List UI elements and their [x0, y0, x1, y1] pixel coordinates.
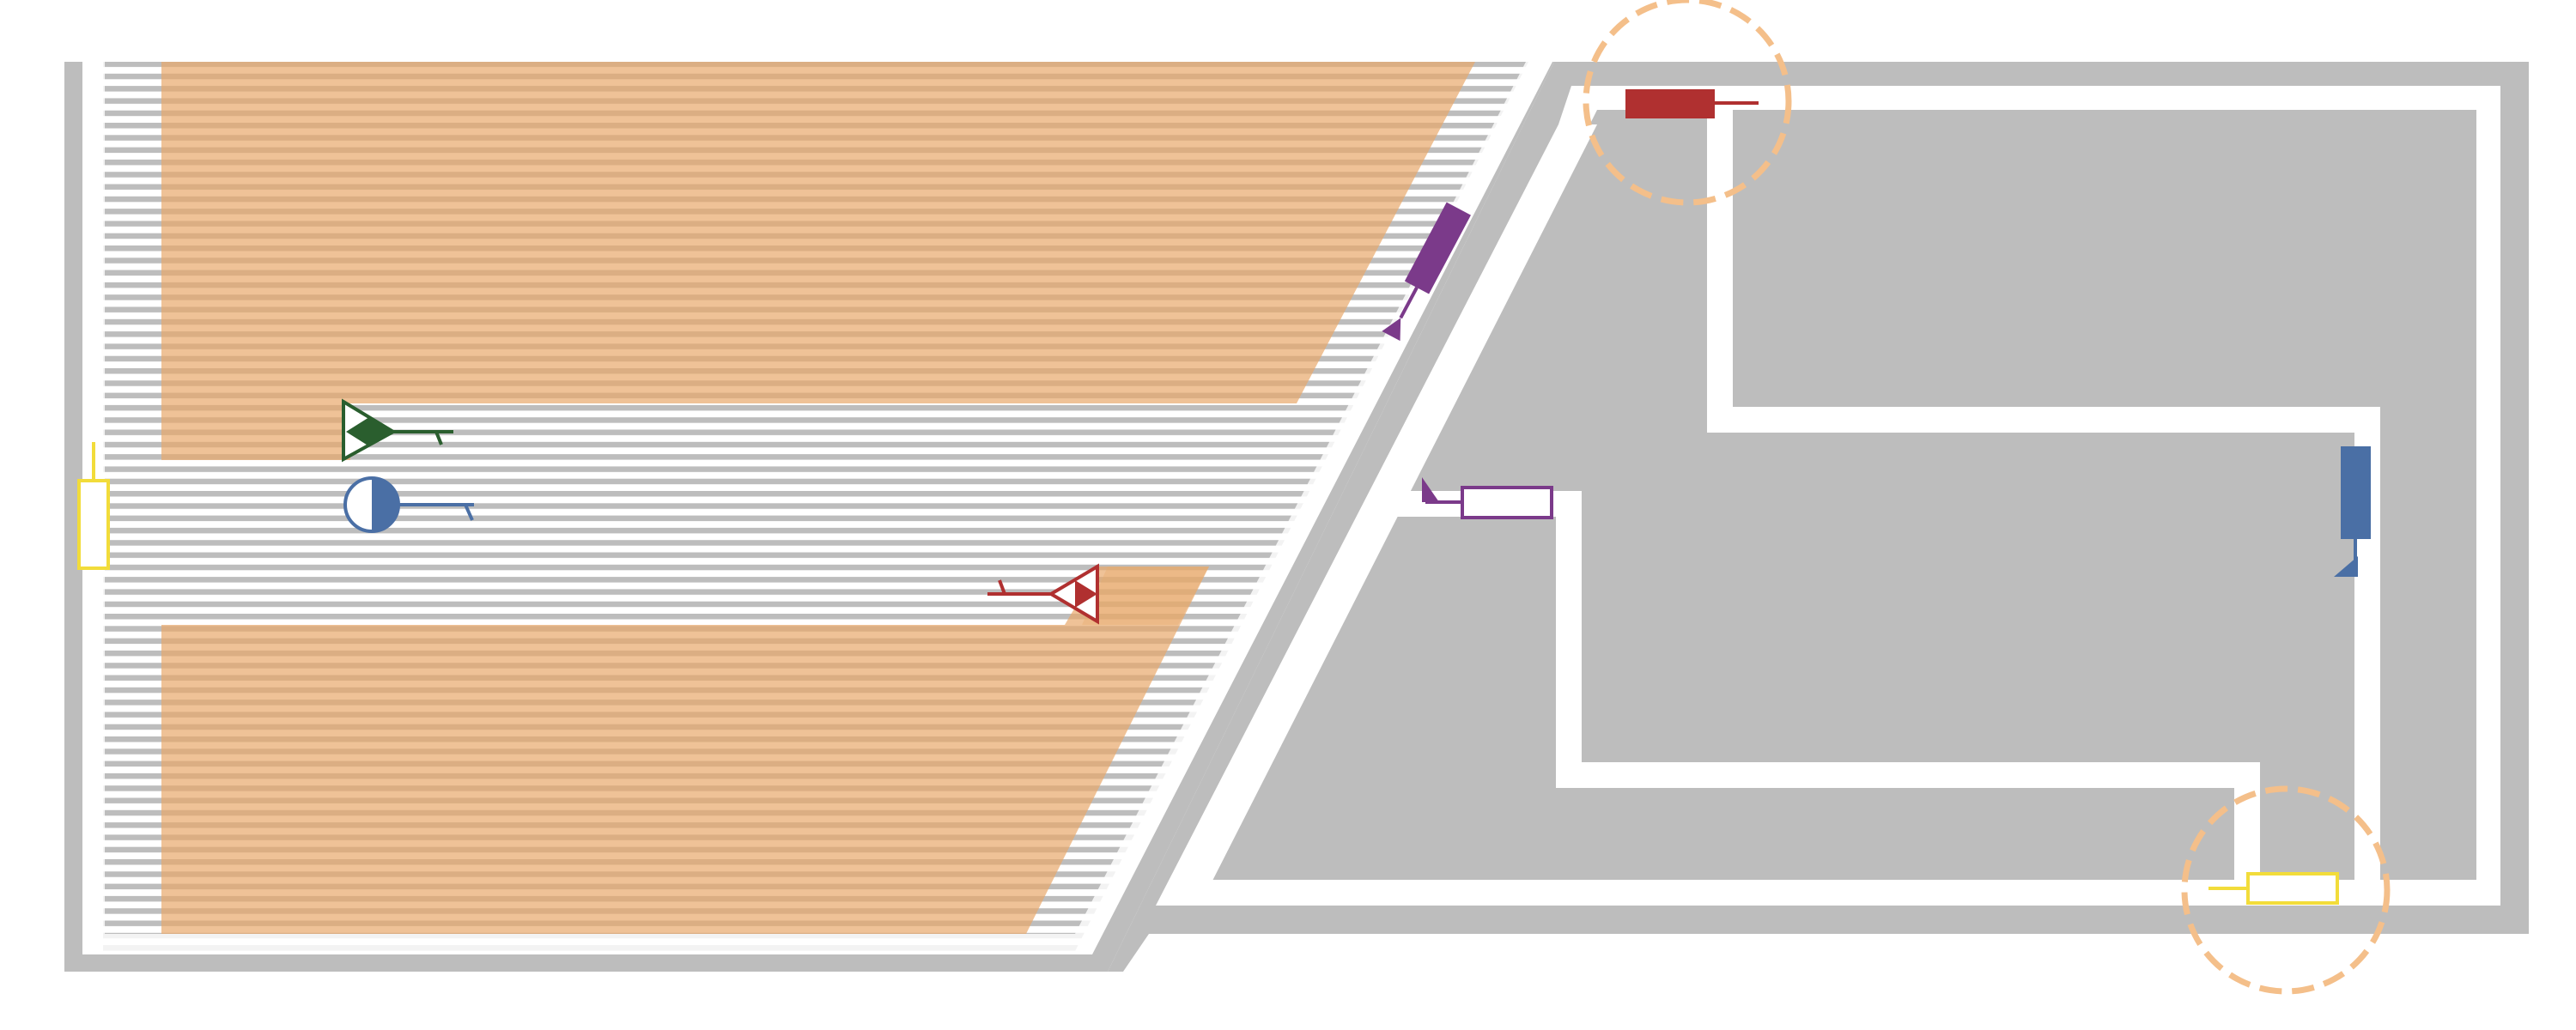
dashed-circle-icon — [2181, 785, 2391, 995]
door-blue-right — [2334, 446, 2371, 577]
door-icon — [1625, 89, 1715, 118]
corridor-horizontal-mid — [1707, 407, 2379, 433]
corridor-vertical-top — [1707, 101, 1733, 432]
red-triangle-symbol — [987, 563, 1099, 625]
right-area — [1108, 62, 2529, 972]
corridor-stub-diag — [1198, 491, 1408, 867]
door-icon — [1404, 202, 1471, 294]
door-icon — [2341, 446, 2371, 539]
door-icon — [1461, 486, 1553, 519]
corridor-horizontal-lower — [1556, 762, 2258, 788]
door-icon — [77, 479, 110, 570]
door-yellow-bottom — [2208, 872, 2339, 905]
left-hall — [64, 62, 1554, 972]
block-bottom-right — [2380, 433, 2476, 879]
block-bottom-center — [1582, 788, 2234, 877]
block-upper-right — [1733, 110, 2476, 407]
corridor-vertical-center — [1556, 491, 1582, 787]
orange-zones — [103, 62, 1546, 954]
block-middle — [1582, 433, 2354, 762]
door-red-top — [1625, 89, 1759, 118]
door-purple-diagonal — [1382, 202, 1471, 342]
dashed-circle-icon — [1583, 0, 1792, 206]
green-triangle-symbol — [342, 398, 453, 463]
block-lower-left — [1401, 517, 1556, 877]
door-icon — [2246, 872, 2339, 905]
door-purple-outline — [1422, 477, 1553, 519]
blue-semicircle-symbol — [343, 476, 474, 533]
door-yellow-left — [77, 442, 110, 570]
